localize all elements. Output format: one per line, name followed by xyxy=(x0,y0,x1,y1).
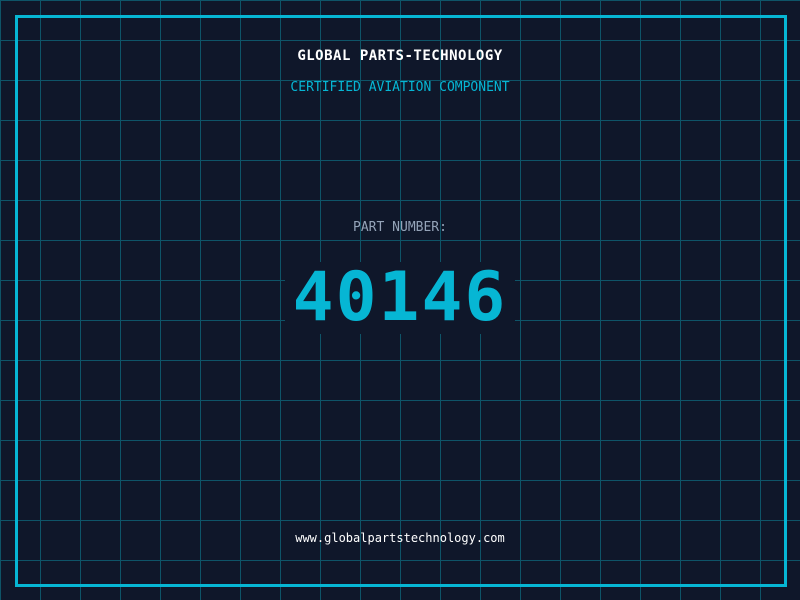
border-frame xyxy=(15,15,787,587)
website-url: www.globalpartstechnology.com xyxy=(295,531,505,545)
part-number-container: 40146 xyxy=(0,262,800,334)
company-title: GLOBAL PARTS-TECHNOLOGY xyxy=(297,48,503,64)
part-number-label: PART NUMBER: xyxy=(353,220,447,235)
certification-subtitle: CERTIFIED AVIATION COMPONENT xyxy=(290,80,510,95)
part-number-value: 40146 xyxy=(284,262,516,334)
